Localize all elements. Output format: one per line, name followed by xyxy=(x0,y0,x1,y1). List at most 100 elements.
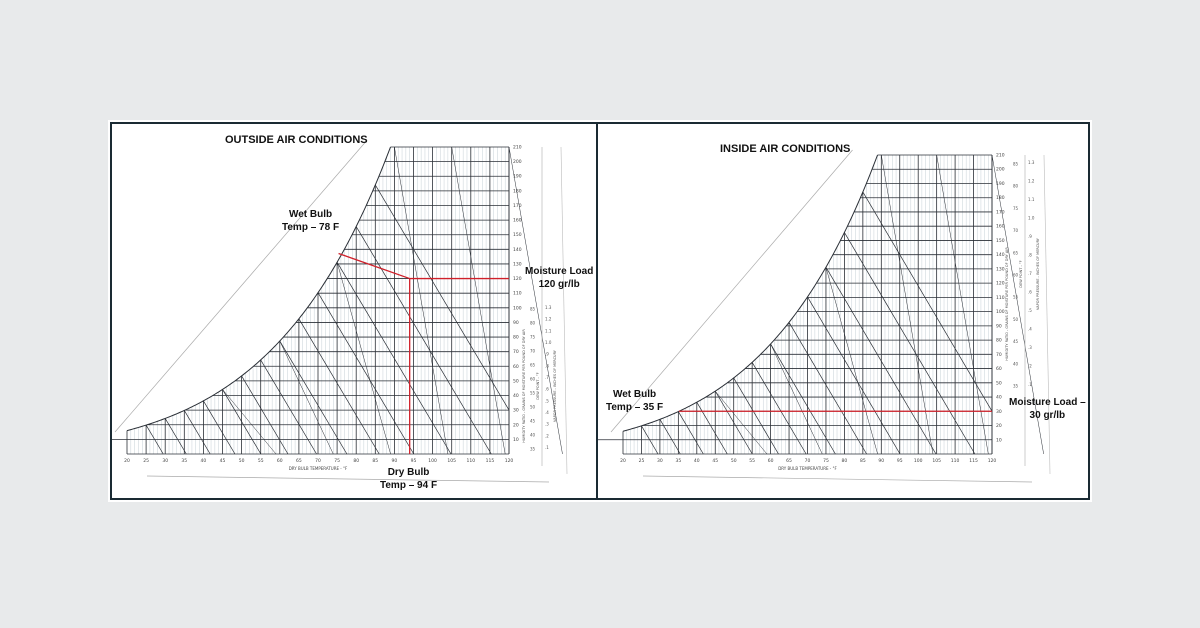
vapor-pressure-tick-label: .4 xyxy=(545,410,549,415)
dry-bulb-tick-label: 120 xyxy=(988,458,997,464)
vapor-pressure-tick-label: .5 xyxy=(1028,308,1032,313)
humidity-tick-label: 40 xyxy=(513,393,519,399)
humidity-tick-label: 110 xyxy=(513,291,522,297)
dew-point-axis-label: DEW POINT - °F xyxy=(536,372,540,399)
volume-line xyxy=(770,343,823,455)
humidity-tick-label: 160 xyxy=(996,224,1005,230)
humidity-tick-label: 150 xyxy=(996,238,1005,244)
wet-bulb-line xyxy=(733,377,779,455)
saturation-curve xyxy=(622,154,878,432)
dry-bulb-tick-label: 105 xyxy=(932,458,941,464)
wet-bulb-line xyxy=(145,424,164,455)
humidity-tick-label: 60 xyxy=(996,366,1002,372)
humidity-tick-label: 60 xyxy=(513,364,519,370)
dry-bulb-tick-label: 25 xyxy=(143,458,149,464)
wet-bulb-line xyxy=(862,191,993,412)
vapor-pressure-tick-label: .8 xyxy=(545,363,549,368)
humidity-tick-label: 40 xyxy=(996,395,1002,401)
vapor-pressure-tick-label: .3 xyxy=(545,422,549,427)
vapor-pressure-tick-label: .2 xyxy=(1028,364,1032,369)
vapor-pressure-axis-label: VAPOR PRESSURE - INCHES OF MERCURY xyxy=(553,349,557,422)
wet-bulb-line xyxy=(374,184,510,411)
vapor-pressure-tick-label: .6 xyxy=(1028,290,1032,295)
dry-bulb-tick-label: 55 xyxy=(749,458,755,464)
outside-wet-bulb-label: Wet Bulb Temp – 78 F xyxy=(282,208,339,234)
inside-title: INSIDE AIR CONDITIONS xyxy=(720,143,851,155)
dry-bulb-tick-label: 85 xyxy=(372,458,378,464)
humidity-tick-label: 100 xyxy=(996,309,1005,315)
wet-bulb-line xyxy=(714,390,753,455)
humidity-tick-label: 80 xyxy=(996,338,1002,344)
volume-line xyxy=(394,146,449,455)
vapor-pressure-tick-label: .6 xyxy=(545,387,549,392)
dry-bulb-tick-label: 95 xyxy=(411,458,417,464)
vapor-pressure-tick-label: 1.0 xyxy=(1028,216,1035,221)
vapor-pressure-tick-label: .1 xyxy=(545,445,549,450)
wet-bulb-line xyxy=(241,375,289,455)
vapor-pressure-tick-label: 1.2 xyxy=(545,317,552,322)
vapor-pressure-tick-label: .3 xyxy=(1028,345,1032,350)
humidity-tick-label: 140 xyxy=(513,247,522,253)
wet-bulb-line xyxy=(279,340,348,455)
dry-bulb-tick-label: 50 xyxy=(731,458,737,464)
dry-bulb-tick-label: 50 xyxy=(239,458,245,464)
dry-bulb-tick-label: 105 xyxy=(447,458,456,464)
humidity-axis-label: HUMIDITY RATIO - GRAINS OF MOISTURE PER … xyxy=(1005,247,1009,361)
dry-bulb-tick-label: 80 xyxy=(842,458,848,464)
outside-air-panel: 20 25 30 35 40 45 50 55 60 65 70 75 80 85 90 95 100 105 11… xyxy=(110,122,598,500)
volume-line xyxy=(991,154,1044,455)
dry-bulb-tick-label: 110 xyxy=(951,458,960,464)
dry-bulb-line2: Temp – 94 F xyxy=(380,480,438,491)
bottom-scale xyxy=(146,475,550,483)
vapor-pressure-tick-label: 1.3 xyxy=(1028,160,1035,165)
wet-bulb-line xyxy=(678,411,704,455)
dew-point-axis-label: DEW POINT - °F xyxy=(1019,260,1023,287)
dew-point-tick-label: 80 xyxy=(1013,184,1019,189)
vapor-pressure-tick-label: 1.2 xyxy=(1028,179,1035,184)
humidity-tick-label: 190 xyxy=(996,181,1005,187)
humidity-tick-label: 90 xyxy=(996,323,1002,329)
dew-point-tick-label: 80 xyxy=(530,321,536,326)
humidity-tick-label: 120 xyxy=(996,281,1005,287)
dry-bulb-tick-label: 40 xyxy=(694,458,700,464)
vapor-pressure-tick-label: 1.1 xyxy=(545,328,552,333)
dry-bulb-tick-label: 35 xyxy=(675,458,681,464)
dry-bulb-tick-label: 85 xyxy=(860,458,866,464)
dry-bulb-tick-label: 20 xyxy=(620,458,626,464)
wet-bulb-line xyxy=(317,292,415,455)
wet-bulb-line xyxy=(355,226,492,455)
dry-bulb-tick-label: 115 xyxy=(969,458,978,464)
humidity-tick-label: 130 xyxy=(996,266,1005,272)
humidity-tick-label: 50 xyxy=(513,378,519,384)
humidity-axis-label: HUMIDITY RATIO - GRAINS OF MOISTURE PER … xyxy=(522,329,526,443)
moisture-line1: Moisture Load xyxy=(525,266,594,277)
wet-bulb-line xyxy=(260,359,317,455)
dew-point-tick-label: 40 xyxy=(1013,361,1019,366)
dew-point-tick-label: 85 xyxy=(530,307,536,312)
vapor-pressure-tick-label: .9 xyxy=(545,352,549,357)
dry-bulb-tick-label: 65 xyxy=(296,458,302,464)
humidity-tick-label: 110 xyxy=(996,295,1005,301)
wet-bulb-line xyxy=(641,425,659,455)
humidity-tick-label: 70 xyxy=(513,349,519,355)
dew-point-tick-label: 75 xyxy=(1013,206,1019,211)
dry-bulb-tick-label: 100 xyxy=(428,458,437,464)
humidity-tick-label: 170 xyxy=(996,209,1005,215)
humidity-tick-label: 50 xyxy=(996,380,1002,386)
vapor-pressure-axis-label: VAPOR PRESSURE - INCHES OF MERCURY xyxy=(1036,237,1040,310)
humidity-tick-label: 150 xyxy=(513,232,522,238)
volume-line xyxy=(825,267,878,455)
moisture-line2: 30 gr/lb xyxy=(1029,410,1066,421)
humidity-tick-label: 30 xyxy=(513,408,519,414)
dry-bulb-tick-label: 55 xyxy=(258,458,264,464)
dry-bulb-tick-label: 25 xyxy=(639,458,645,464)
vapor-pressure-tick-label: .9 xyxy=(1028,234,1032,239)
dry-bulb-tick-label: 110 xyxy=(467,458,476,464)
dry-bulb-tick-label: 95 xyxy=(897,458,903,464)
dry-bulb-tick-label: 35 xyxy=(181,458,187,464)
dew-point-tick-label: 50 xyxy=(1013,317,1019,322)
humidity-tick-label: 210 xyxy=(996,153,1005,159)
wet-bulb-line2: Temp – 78 F xyxy=(282,222,340,233)
vapor-pressure-tick-label: .5 xyxy=(545,398,549,403)
humidity-tick-label: 10 xyxy=(996,437,1002,443)
